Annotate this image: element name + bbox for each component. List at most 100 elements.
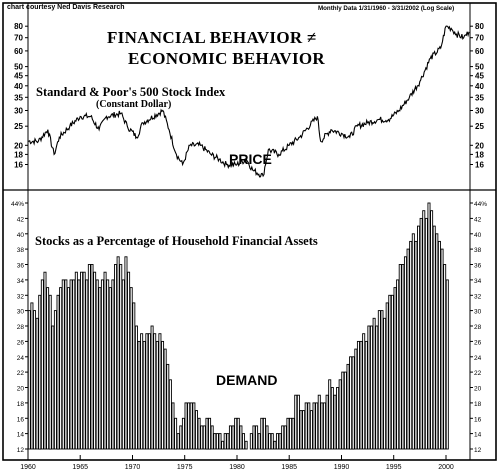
price-label: PRICE <box>229 151 272 167</box>
price-tick-label-left: 45 <box>14 72 23 81</box>
price-tick-label-left: 35 <box>14 93 23 102</box>
demand-tick-label-left: 22 <box>17 370 25 377</box>
demand-bar <box>153 333 157 450</box>
demand-bar <box>437 240 441 450</box>
demand-tick-label-left: 24 <box>17 355 25 362</box>
demand-tick-label-right: 16 <box>474 416 482 423</box>
demand-bar <box>147 333 151 450</box>
demand-bar <box>296 394 300 450</box>
demand-tick-label-left: 32 <box>17 293 25 300</box>
demand-bar <box>325 394 329 450</box>
price-tick-label-right: 25 <box>475 122 484 131</box>
demand-tick-label-left: 38 <box>17 247 25 254</box>
demand-bar <box>362 333 366 450</box>
price-tick-label-left: 25 <box>14 122 23 131</box>
demand-tick-label-left: 26 <box>17 339 25 346</box>
demand-bar <box>161 340 165 450</box>
demand-tick-label-left: 14 <box>17 432 25 439</box>
price-tick-label-left: 60 <box>14 47 23 56</box>
demand-tick-label-right: 38 <box>474 247 482 254</box>
demand-tick-label-right: 12 <box>474 447 482 454</box>
demand-bar <box>137 340 141 450</box>
demand-bar <box>187 402 191 450</box>
demand-tick-label-right: 26 <box>474 339 482 346</box>
demand-bar <box>265 425 269 450</box>
demand-bar <box>375 325 379 450</box>
x-tick-label: 2000 <box>438 464 454 471</box>
price-tick-label-left: 80 <box>14 22 23 31</box>
demand-bar <box>294 394 298 450</box>
demand-bar <box>53 310 57 450</box>
demand-bar <box>30 302 34 450</box>
demand-bar <box>383 317 387 450</box>
demand-bar <box>252 425 256 450</box>
demand-bar <box>181 417 185 450</box>
demand-bar <box>184 402 188 450</box>
demand-bar <box>77 279 81 450</box>
price-tick-label-right: 16 <box>475 161 484 170</box>
demand-bar <box>283 425 287 450</box>
demand-bar <box>443 264 447 450</box>
x-tick-label: 1970 <box>125 464 141 471</box>
price-tick-label-left: 20 <box>14 141 23 150</box>
demand-bar <box>291 417 295 450</box>
data-range-note: Monthly Data 1/31/1960 - 3/31/2002 (Log … <box>318 5 455 12</box>
demand-bar <box>356 340 360 450</box>
demand-bar <box>43 271 47 450</box>
demand-tick-label-right: 30 <box>474 309 482 316</box>
demand-bar <box>192 402 196 450</box>
demand-bar <box>27 310 31 450</box>
demand-tick-label-left: 20 <box>17 386 25 393</box>
demand-bar <box>302 410 306 450</box>
demand-bar <box>239 425 243 450</box>
demand-tick-label-left: 12 <box>17 447 25 454</box>
demand-tick-label-right: 18 <box>474 401 482 408</box>
demand-bar <box>273 440 277 450</box>
demand-panel-title: Stocks as a Percentage of Household Fina… <box>35 234 318 248</box>
demand-bar <box>278 433 282 450</box>
demand-bar <box>119 264 123 450</box>
demand-bar <box>197 417 201 450</box>
demand-bar <box>445 279 449 450</box>
demand-bar <box>364 340 368 450</box>
demand-bar <box>158 333 162 450</box>
demand-bar <box>46 287 50 450</box>
price-tick-label-left: 70 <box>14 34 23 43</box>
demand-bar <box>174 417 178 450</box>
demand-tick-label-right: 14 <box>474 432 482 439</box>
demand-tick-label-right: 42 <box>474 216 482 223</box>
demand-bar <box>72 279 76 450</box>
demand-bar <box>87 264 91 450</box>
demand-bar <box>315 402 319 450</box>
demand-label: DEMAND <box>216 372 278 388</box>
demand-bar <box>202 425 206 450</box>
demand-bar <box>435 233 439 450</box>
demand-tick-label-left: 16 <box>17 416 25 423</box>
demand-bar <box>289 417 293 450</box>
demand-tick-label-left: 30 <box>17 309 25 316</box>
demand-bar <box>328 379 332 450</box>
demand-bar <box>35 317 39 450</box>
x-tick-label: 1960 <box>20 464 36 471</box>
demand-bar <box>409 240 413 450</box>
demand-bar <box>309 410 313 450</box>
demand-bar <box>341 371 345 450</box>
demand-bar <box>171 402 175 450</box>
x-tick-label: 1995 <box>386 464 402 471</box>
demand-bar <box>377 310 381 450</box>
demand-bar <box>336 387 340 450</box>
price-tick-label-right: 18 <box>475 150 484 159</box>
demand-bar <box>414 240 418 450</box>
demand-bar <box>432 225 436 450</box>
demand-bar <box>228 425 232 450</box>
demand-bar <box>38 294 42 450</box>
demand-bar <box>417 225 421 450</box>
price-tick-label-right: 30 <box>475 107 484 116</box>
demand-bar <box>200 425 204 450</box>
demand-bar <box>150 325 154 450</box>
x-tick-label: 1965 <box>72 464 88 471</box>
demand-bar <box>234 417 238 450</box>
demand-bar <box>98 287 102 450</box>
demand-bar <box>51 325 55 450</box>
demand-bar <box>56 294 60 450</box>
